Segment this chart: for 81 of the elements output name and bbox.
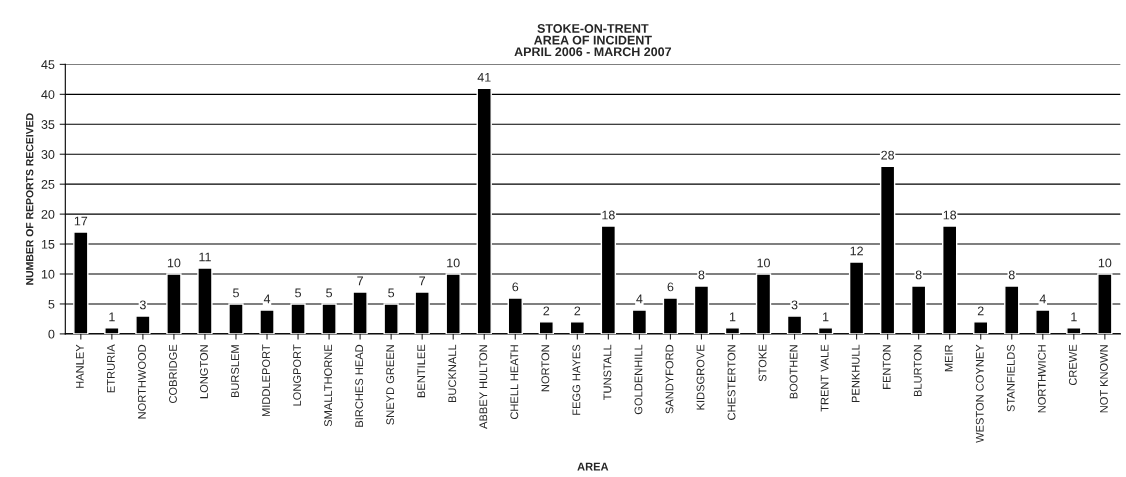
y-tick-label: 25 xyxy=(41,179,55,189)
chart-title: STOKE-ON-TRENT AREA OF INCIDENT APRIL 2006 - MARCH 2007 xyxy=(514,24,672,57)
data-label: 2 xyxy=(543,306,550,316)
x-tick-label: CREWE xyxy=(1068,344,1077,386)
x-tick-label: STOKE xyxy=(758,344,767,382)
x-tick-label: BUCKNALL xyxy=(448,344,457,403)
data-label: 1 xyxy=(823,312,829,322)
x-tick-label: ETRURIA xyxy=(107,344,115,393)
data-label: 4 xyxy=(636,294,643,304)
x-tick-label: LONGPORT xyxy=(293,344,302,406)
x-tick-label: GOLDENHILL xyxy=(634,344,643,415)
data-label: 5 xyxy=(326,288,333,298)
x-tick-label: SANDYFORD xyxy=(665,344,674,414)
x-tick-label: LONGTON xyxy=(200,345,208,399)
data-label: 10 xyxy=(1098,258,1112,268)
x-tick-label: TRENT VALE xyxy=(820,344,829,412)
data-label: 10 xyxy=(447,258,460,268)
x-tick-label: BOOTHEN xyxy=(789,345,798,399)
y-tick-label: 0 xyxy=(48,329,55,339)
x-tick-label: CHESTERTON xyxy=(727,345,736,420)
data-label: 1 xyxy=(729,312,736,322)
y-tick-label: 5 xyxy=(48,299,55,309)
data-label: 4 xyxy=(263,294,271,304)
data-label: 41 xyxy=(477,72,491,82)
x-tick-label: NORTHWOOD xyxy=(138,344,146,419)
data-label: 3 xyxy=(791,300,798,310)
y-axis-title: NUMBER OF REPORTS RECEIVED xyxy=(26,113,34,285)
x-tick-label: MIDDLEPORT xyxy=(262,344,270,417)
x-tick-label: WESTON COYNEY xyxy=(975,344,984,443)
data-label: 2 xyxy=(574,306,581,316)
x-tick-label: BLURTON xyxy=(913,345,922,397)
data-label: 11 xyxy=(199,252,211,262)
data-label: 17 xyxy=(74,216,88,226)
y-tick-label: 45 xyxy=(41,60,55,70)
data-label: 18 xyxy=(602,210,615,220)
data-label: 1 xyxy=(1071,312,1077,322)
x-tick-label: KIDSGROVE xyxy=(696,344,705,410)
data-label: 3 xyxy=(139,300,146,310)
data-label: 12 xyxy=(850,246,863,256)
x-tick-label: NORTON xyxy=(541,345,550,392)
x-tick-label: ABBEY HULTON xyxy=(479,345,488,429)
x-tick-label: STANFIELDS xyxy=(1006,344,1015,412)
x-tick-label: BIRCHES HEAD xyxy=(355,344,364,427)
data-label: 7 xyxy=(357,276,363,286)
data-label: 6 xyxy=(512,282,519,292)
data-label: 8 xyxy=(915,270,922,280)
x-tick-label: COBRIDGE xyxy=(169,344,177,404)
y-tick-label: 15 xyxy=(41,239,55,249)
data-label: 10 xyxy=(757,258,770,268)
x-tick-label: FEGG HAYES xyxy=(572,344,581,415)
y-tick-label: 20 xyxy=(41,209,55,219)
data-label: 18 xyxy=(943,210,957,220)
data-label: 1 xyxy=(109,312,115,322)
x-tick-label: BURSLEM xyxy=(231,345,239,398)
data-label: 28 xyxy=(881,150,895,160)
data-label: 5 xyxy=(388,288,395,298)
x-tick-label: NOT KNOWN xyxy=(1099,345,1108,413)
data-label: 4 xyxy=(1039,294,1046,304)
x-tick-label: NORTHWICH xyxy=(1037,345,1046,413)
data-label: 2 xyxy=(977,306,984,316)
data-label: 5 xyxy=(233,288,239,298)
data-label: 6 xyxy=(667,282,674,292)
x-axis-title: AREA xyxy=(577,462,609,471)
data-label: 8 xyxy=(1008,270,1015,280)
y-tick-label: 40 xyxy=(41,90,55,99)
x-tick-label: MEIR xyxy=(944,344,953,372)
x-tick-label: HANLEY xyxy=(76,344,84,388)
x-tick-label: BENTILEE xyxy=(417,344,426,398)
x-tick-label: SNEYD GREEN xyxy=(386,345,395,425)
x-tick-label: SMALLTHORNE xyxy=(324,344,333,427)
data-label: 5 xyxy=(295,288,301,298)
y-tick-label: 35 xyxy=(41,120,55,129)
x-tick-label: CHELL HEATH xyxy=(510,345,519,420)
data-label: 7 xyxy=(419,276,426,286)
y-tick-label: 30 xyxy=(41,150,55,159)
x-tick-label: PENKHULL xyxy=(851,344,860,403)
y-tick-label: 10 xyxy=(41,269,55,279)
data-label: 10 xyxy=(167,258,181,268)
x-tick-label: TUNSTALL xyxy=(603,344,612,401)
data-label: 8 xyxy=(698,270,705,280)
x-tick-label: FENTON xyxy=(882,345,891,389)
